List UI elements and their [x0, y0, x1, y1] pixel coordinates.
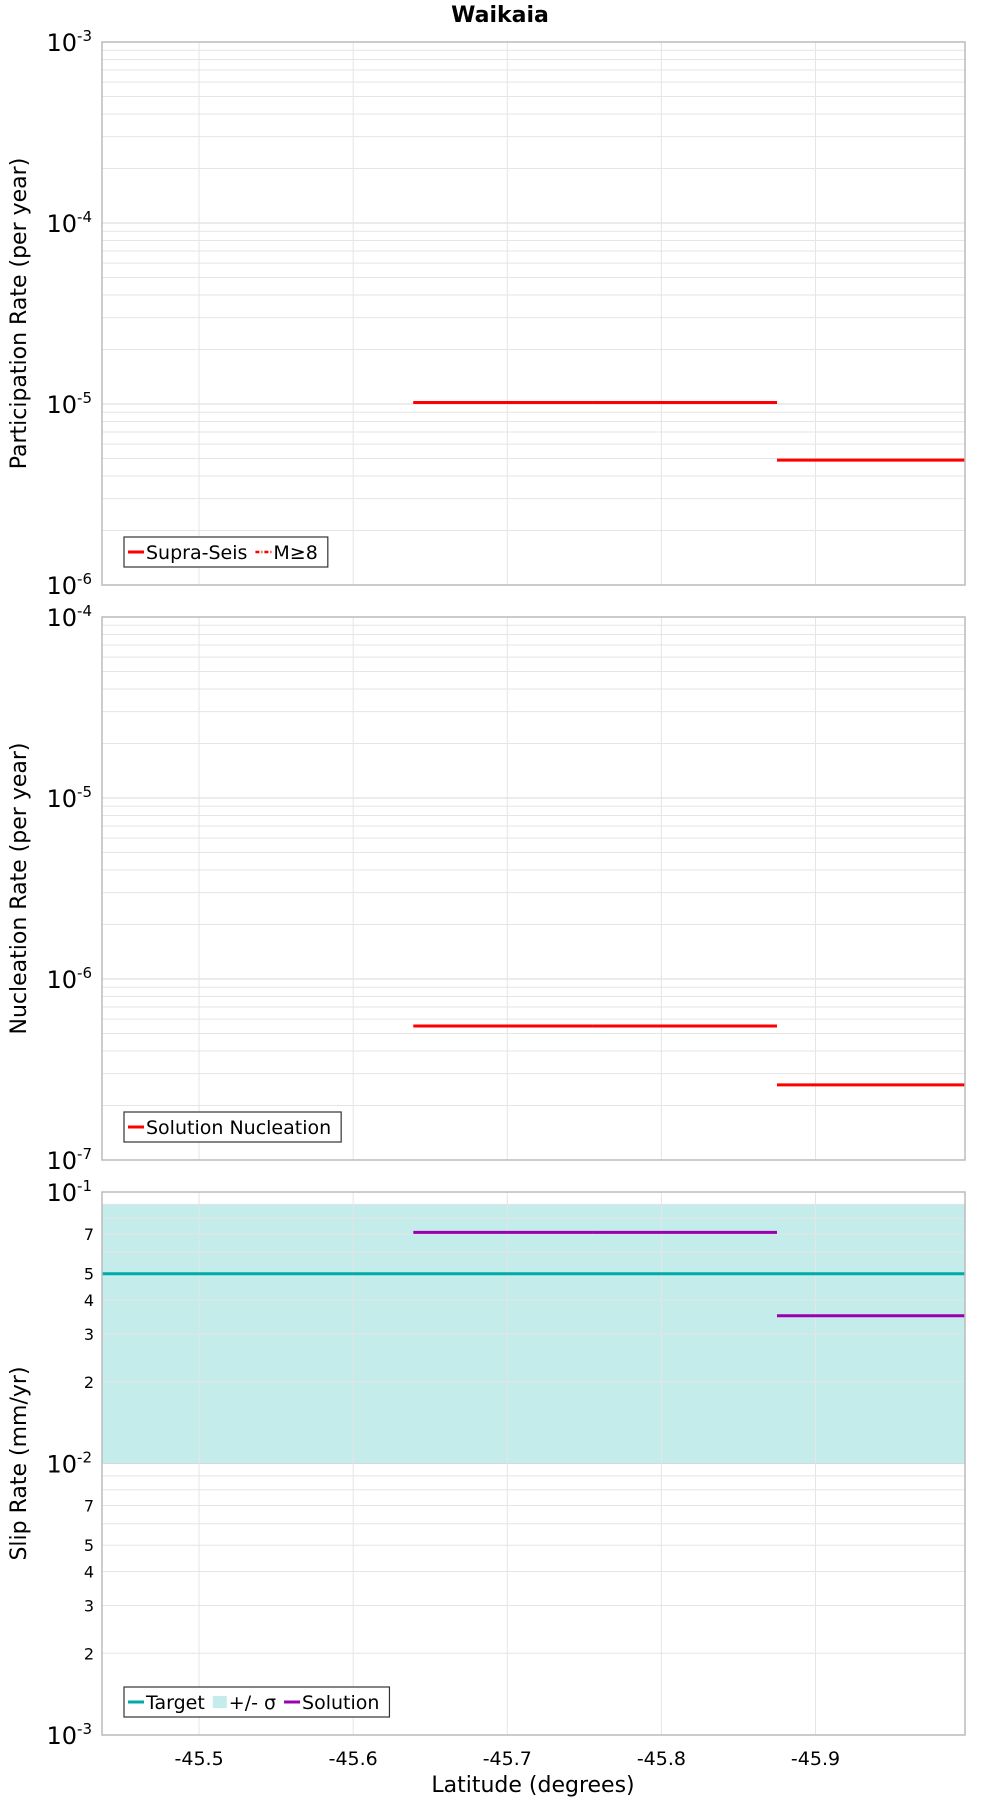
y-tick-label: 10-4 — [46, 602, 92, 632]
legend: Solution Nucleation — [123, 1111, 342, 1143]
participation-rate-panel: 10-3 10-4 10-5 10-6 Participation Rate (per … — [7, 27, 966, 600]
y-minor-tick-label: 5 — [84, 1536, 94, 1555]
x-tick-label: -45.6 — [329, 1748, 378, 1770]
legend: Supra-Seis M≥8 — [123, 536, 329, 568]
y-tick-label: 10-1 — [46, 1177, 92, 1207]
legend-label: Solution Nucleation — [146, 1117, 331, 1139]
y-tick-label: 10-3 — [46, 1720, 92, 1750]
x-tick-label: -45.5 — [175, 1748, 224, 1770]
legend-swatch — [212, 1696, 227, 1708]
legend-box — [123, 1686, 391, 1718]
y-minor-tick-label: 7 — [84, 1497, 94, 1516]
slip-rate-panel: 10-1 10-2 10-3 7 5 4 3 2 7 5 4 3 2 -45.5 -45.6 -45.7 -45… — [7, 1177, 966, 1770]
plot-frame — [101, 616, 966, 1161]
x-tick-label: -45.9 — [791, 1748, 840, 1770]
y-minor-tick-label: 5 — [84, 1265, 94, 1284]
legend-box — [123, 536, 329, 568]
x-tick-label: -45.8 — [637, 1748, 686, 1770]
y-tick-label: 10-6 — [46, 964, 92, 994]
legend-label: Target — [145, 1692, 205, 1714]
legend-label: Supra-Seis — [146, 542, 247, 564]
y-tick-label: 10-5 — [46, 389, 92, 419]
legend-label: Solution — [302, 1692, 379, 1714]
legend: Target +/- σ Solution — [123, 1686, 391, 1718]
y-minor-tick-label: 4 — [84, 1291, 94, 1310]
legend-label: M≥8 — [273, 542, 317, 564]
chart-title: Waikaia — [451, 3, 549, 28]
y-tick-label: 10-3 — [46, 27, 92, 57]
y-minor-tick-label: 2 — [84, 1644, 94, 1663]
y-minor-tick-label: 3 — [84, 1596, 94, 1615]
y-axis-label: Nucleation Rate (per year) — [7, 743, 32, 1035]
nucleation-rate-panel: 10-4 10-5 10-6 10-7 Nucleation Rate (per yea… — [7, 602, 966, 1175]
legend-label: +/- σ — [229, 1692, 276, 1714]
y-tick-label: 10-6 — [46, 570, 92, 600]
y-tick-label: 10-2 — [46, 1449, 92, 1479]
y-tick-label: 10-7 — [46, 1145, 92, 1175]
y-minor-tick-label: 4 — [84, 1563, 94, 1582]
plot-area — [102, 617, 965, 1160]
y-minor-tick-label: 2 — [84, 1373, 94, 1392]
legend-box — [123, 1111, 342, 1143]
x-axis-label: Latitude (degrees) — [431, 1773, 634, 1798]
y-axis-label: Participation Rate (per year) — [7, 158, 32, 470]
plot-frame — [101, 41, 966, 586]
y-minor-tick-label: 3 — [84, 1325, 94, 1344]
y-axis-label: Slip Rate (mm/yr) — [7, 1366, 32, 1560]
y-tick-label: 10-5 — [46, 783, 92, 813]
y-tick-label: 10-4 — [46, 208, 92, 238]
y-minor-tick-label: 7 — [84, 1225, 94, 1244]
plot-area — [102, 42, 965, 585]
x-tick-label: -45.7 — [483, 1748, 532, 1770]
plot-frame — [101, 1191, 966, 1736]
